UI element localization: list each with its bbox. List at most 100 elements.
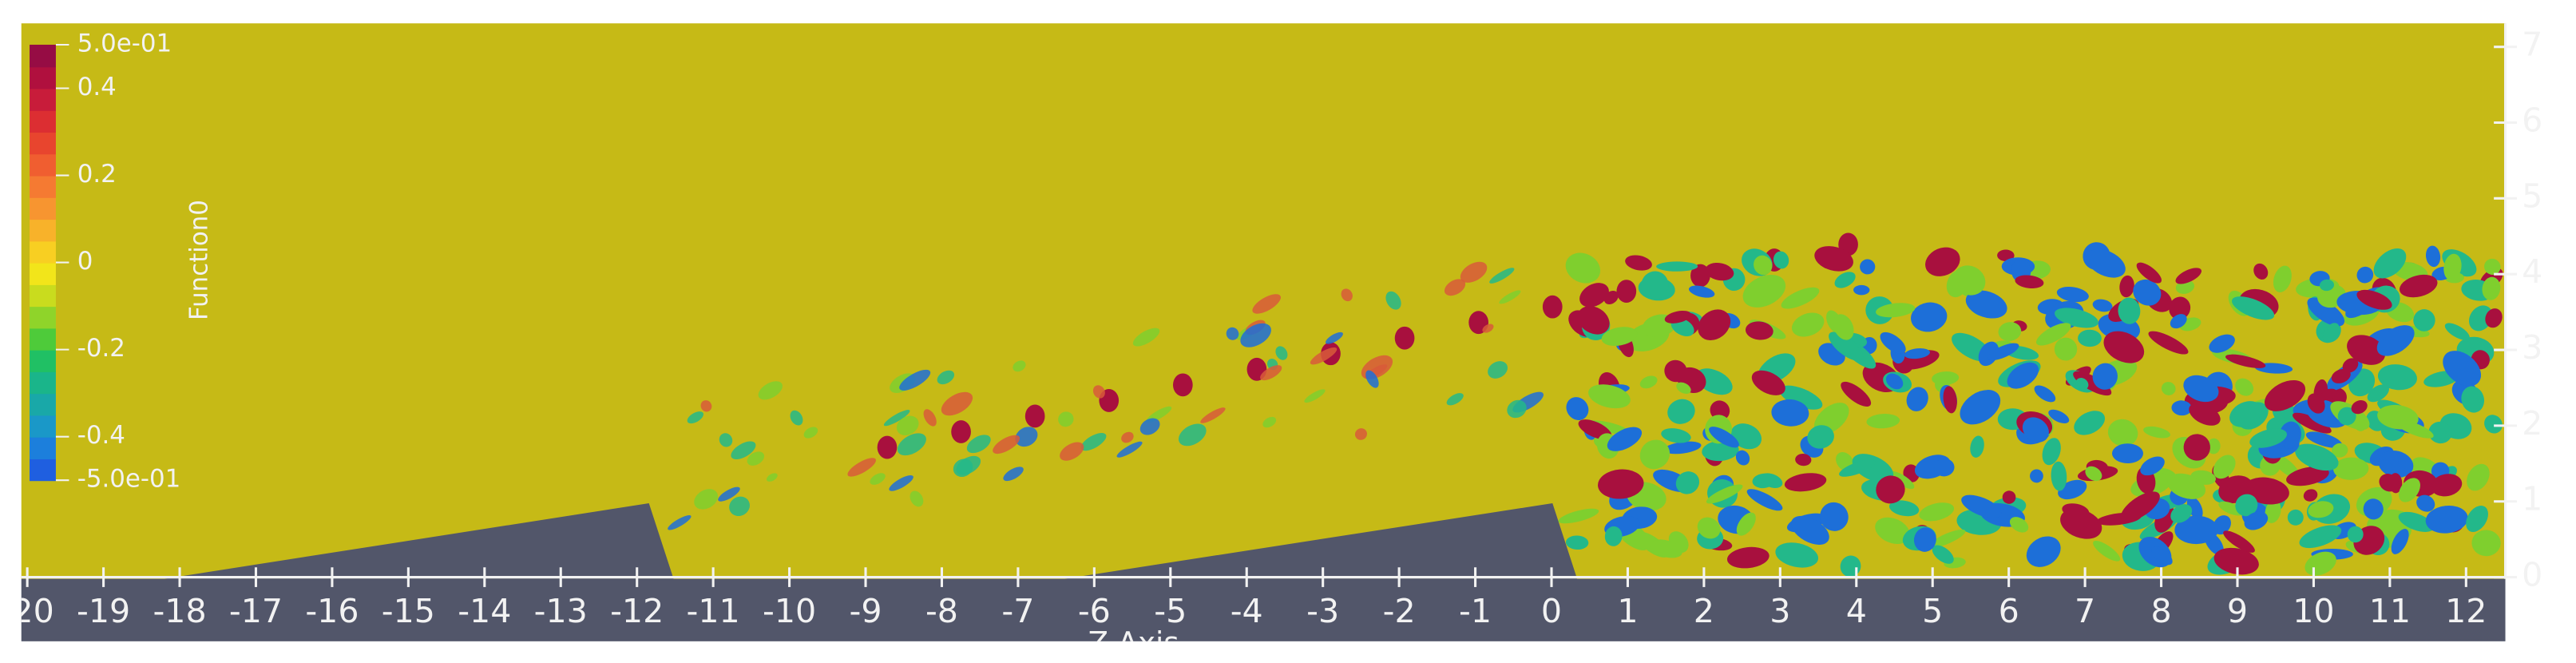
eddy (2391, 529, 2409, 554)
eddy (2287, 509, 2304, 526)
colorbar-band (30, 306, 56, 329)
eddy (1092, 385, 1105, 399)
x-tick-label: -13 (534, 592, 588, 630)
colorbar: Function0 5.0e-01 0.4 0.2 0 -0.2 -0.4 -5.0e-01 (30, 29, 214, 494)
eddy (1820, 502, 1849, 531)
eddy (2373, 248, 2407, 279)
eddy (2322, 323, 2340, 343)
eddy (1139, 418, 1160, 435)
eddy (2249, 428, 2287, 448)
colorbar-band (30, 219, 56, 242)
eddy (1834, 272, 1856, 288)
eddy (1058, 411, 1074, 427)
y-tick-label: 6 (2522, 101, 2542, 140)
eddy (2398, 478, 2420, 502)
eddy (1601, 327, 1638, 346)
eddy (1341, 288, 1353, 302)
vortex (1690, 264, 1710, 288)
eddy (2078, 329, 2102, 347)
eddy (1726, 546, 1770, 569)
eddy (2169, 296, 2191, 320)
colorbar-band (30, 371, 56, 395)
eddy (1641, 271, 1669, 300)
eddy (2425, 505, 2468, 534)
eddy (1060, 442, 1084, 461)
eddy (1697, 517, 1721, 539)
eddy (2056, 286, 2089, 303)
eddy (966, 435, 991, 454)
y-tick-label: 4 (2522, 252, 2542, 291)
vortex (1616, 280, 1637, 303)
y-tick-label: 7 (2522, 26, 2542, 64)
eddy (883, 410, 910, 427)
eddy (1604, 526, 1623, 546)
eddy (1913, 527, 1936, 552)
x-tick-label: 6 (1999, 592, 2019, 630)
eddy (2244, 511, 2269, 530)
eddy (1784, 473, 1827, 492)
eddy (1488, 361, 1508, 379)
colorbar-band (30, 240, 56, 264)
eddy (2347, 526, 2364, 543)
eddy (2051, 461, 2067, 491)
eddy (1839, 459, 1876, 477)
eddy (1661, 428, 1691, 443)
eddy (2148, 331, 2189, 355)
eddy (2356, 266, 2374, 284)
eddy (2273, 265, 2292, 292)
eddy (729, 496, 750, 517)
eddy (2286, 466, 2329, 486)
eddy (1841, 381, 1872, 407)
eddy (1760, 473, 1783, 488)
ramp (1064, 502, 1578, 579)
eddy (1961, 494, 2002, 518)
eddy (1771, 399, 1809, 427)
eddy (1888, 470, 1915, 490)
x-axis-title: Z Axis (1088, 625, 1179, 660)
eddy (2103, 331, 2145, 363)
eddy (1015, 427, 1038, 447)
eddy (2295, 443, 2339, 471)
eddy (2161, 382, 2176, 395)
x-tick-label: 1 (1617, 592, 1638, 630)
colorbar-band (30, 436, 56, 459)
vortex (951, 420, 971, 443)
colorbar-tick-label: -0.4 (77, 421, 125, 450)
eddy (694, 489, 719, 510)
eddy (2189, 403, 2221, 426)
eddy (1952, 265, 1986, 296)
eddy (2054, 337, 2078, 361)
eddy (2333, 457, 2369, 480)
colorbar-tick-label: 0 (77, 247, 93, 276)
x-tick-label: -14 (458, 592, 511, 630)
eddy (2331, 368, 2351, 383)
x-tick-label: 8 (2150, 592, 2171, 630)
x-tick-label: 3 (1770, 592, 1790, 630)
eddy (889, 475, 913, 491)
eddy (1829, 332, 1864, 361)
eddy (2209, 334, 2235, 353)
eddy (1807, 425, 1834, 449)
eddy (1565, 252, 1601, 284)
eddy (1013, 360, 1026, 372)
x-tick-label: 0 (1541, 592, 1562, 630)
eddy (2299, 525, 2342, 549)
x-tick-label: 9 (2227, 592, 2248, 630)
eddy (1928, 529, 1966, 548)
vortex (1394, 326, 1415, 350)
eddy (1705, 262, 1734, 281)
eddy (1880, 332, 1906, 354)
eddy (2170, 314, 2187, 329)
colorbar-band (30, 284, 56, 308)
eddy (1875, 517, 1910, 545)
eddy (1444, 279, 1466, 296)
eddy (1853, 284, 1870, 296)
eddy (1304, 389, 1326, 403)
eddy (2466, 505, 2488, 533)
eddy (1260, 365, 1282, 381)
eddy (1240, 323, 1271, 347)
eddy (1365, 370, 1379, 388)
eddy (2034, 385, 2056, 403)
eddy (1709, 427, 1739, 448)
eddy (2075, 378, 2089, 390)
